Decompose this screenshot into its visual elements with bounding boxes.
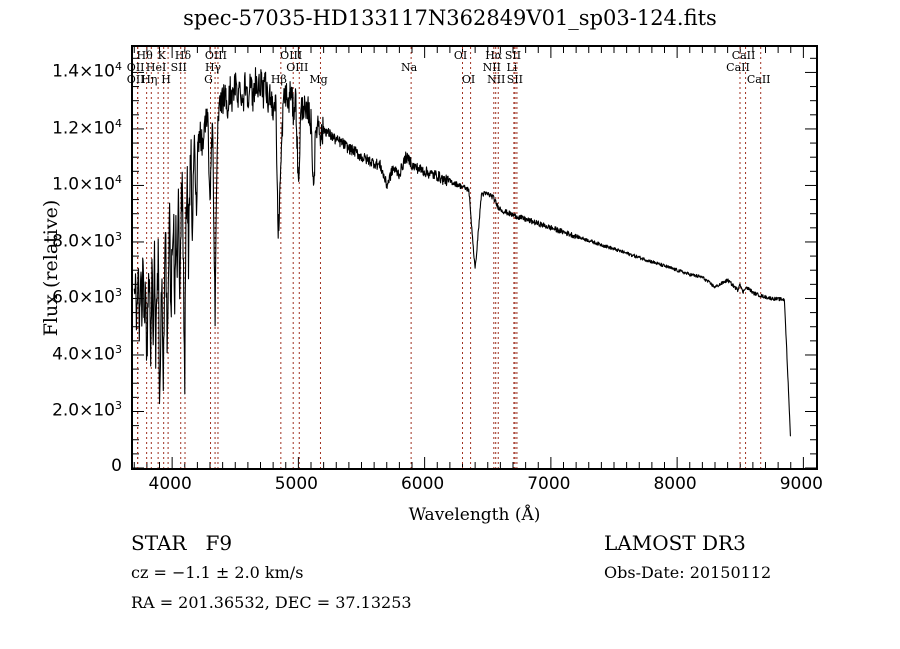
y-tick-label: 2.0×103 [52,399,122,422]
page-title: spec-57035-HD133117N362849V01_sp03-124.f… [183,6,717,30]
y-tick-label: 1.2×104 [52,116,122,139]
metadata-right-column: LAMOST DR3 Obs-Date: 20150112 [604,528,771,588]
object-class-row: STAR F9 [131,528,412,558]
plot-frame [131,45,818,470]
spectrum-plot [133,47,816,468]
y-tick-label: 8.0×103 [52,229,122,252]
y-tick-label: 1.0×104 [52,173,122,196]
x-axis-label: Wavelength (Å) [408,505,541,525]
x-tick-label: 8000 [653,474,697,494]
metadata-footer: STAR F9 cz = −1.1 ± 2.0 km/s RA = 201.36… [0,528,900,638]
y-tick-label: 6.0×103 [52,286,122,309]
x-tick-label: 4000 [148,474,192,494]
object-type: STAR [131,531,187,555]
x-tick-label: 6000 [400,474,445,494]
y-tick-label: 1.4×104 [52,60,122,83]
spectral-class: F9 [205,531,233,555]
y-tick-label: 0 [111,456,122,476]
x-tick-label: 9000 [779,474,823,494]
observation-date: Obs-Date: 20150112 [604,563,772,582]
y-axis-ticks: 0 2.0×103 4.0×103 6.0×103 8.0×103 1.0×104 1.2×… [0,45,126,476]
radial-velocity: cz = −1.1 ± 2.0 km/s [131,563,304,582]
x-tick-label: 5000 [274,474,318,494]
metadata-left-column: STAR F9 cz = −1.1 ± 2.0 km/s RA = 201.36… [131,528,412,618]
coordinates: RA = 201.36532, DEC = 37.13253 [131,593,412,612]
x-tick-label: 7000 [527,474,571,494]
x-axis-ticks: 4000 5000 6000 7000 8000 9000 [131,474,824,500]
survey-name: LAMOST DR3 [604,531,746,555]
y-tick-label: 4.0×103 [52,342,122,365]
